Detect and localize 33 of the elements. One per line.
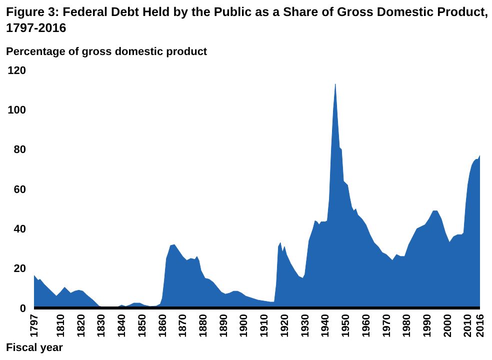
x-tick-label: 1920	[278, 314, 291, 338]
x-tick-label: 1900	[238, 314, 250, 338]
x-tick-label: 2010	[462, 314, 474, 338]
x-tick-label: 1940	[320, 314, 332, 338]
x-tick-label: 1910	[258, 314, 271, 338]
chart-title: Figure 3: Federal Debt Held by the Public as a Share of Gross Domestic Product, 1797-2016	[6, 4, 490, 36]
x-tick-label: 1950	[340, 314, 352, 338]
x-axis-title: Fiscal year	[6, 342, 63, 354]
x-tick-label: 1830	[96, 314, 108, 338]
x-tick-label: 2000	[442, 314, 454, 338]
x-tick-label: 1810	[54, 314, 67, 338]
x-tick-label: 1890	[218, 314, 230, 338]
x-tick-label: 1870	[177, 314, 190, 338]
y-tick-label: 120	[8, 64, 26, 77]
y-tick-label: 0	[20, 302, 26, 315]
y-tick-label: 80	[14, 144, 26, 156]
x-tick-label: 1880	[197, 314, 210, 338]
x-tick-label: 1840	[116, 314, 128, 338]
x-tick-label: 1980	[401, 314, 414, 338]
y-tick-label: 20	[14, 263, 26, 276]
x-tick-label: 1850	[136, 314, 148, 338]
x-tick-label: 1930	[299, 314, 312, 338]
x-tick-label: 1797	[28, 314, 40, 338]
x-tick-label: 1990	[422, 314, 434, 338]
y-tick-label: 40	[14, 224, 26, 236]
y-tick-label: 60	[14, 184, 26, 196]
x-tick-label: 1860	[156, 314, 169, 338]
x-tick-label: 1820	[75, 314, 88, 338]
x-tick-label: 1960	[360, 314, 372, 338]
x-tick-label: 2016	[474, 314, 486, 338]
y-tick-label: 100	[8, 104, 26, 117]
x-tick-label: 1970	[380, 314, 393, 338]
y-axis-title: Percentage of gross domestic product	[6, 46, 208, 58]
